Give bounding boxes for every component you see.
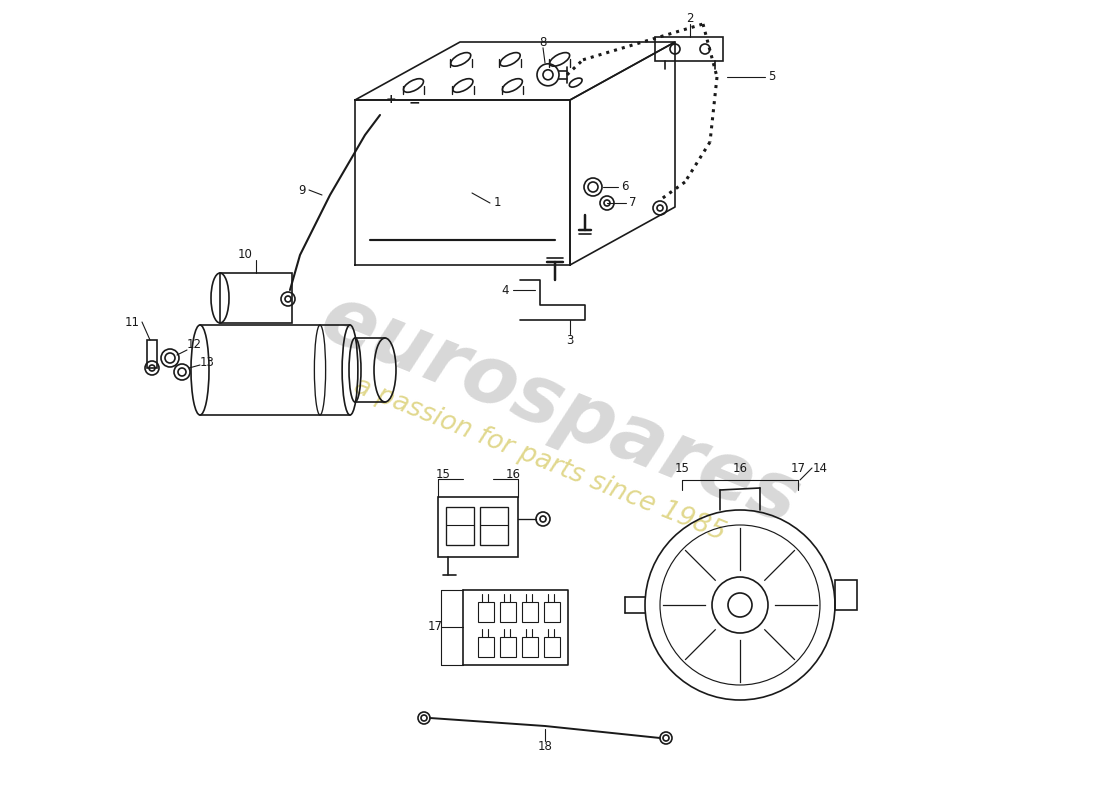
Bar [438, 497, 518, 557]
Bar [654, 37, 723, 61]
Bar [544, 637, 560, 657]
Bar [446, 507, 474, 545]
Text: −: − [408, 95, 420, 110]
Bar [522, 602, 538, 622]
Bar [478, 602, 494, 622]
Bar [544, 602, 560, 622]
Text: 15: 15 [674, 462, 690, 474]
Text: +: + [385, 93, 396, 106]
Bar [220, 273, 292, 323]
Bar [835, 580, 857, 610]
Text: 1: 1 [493, 197, 500, 210]
Text: 18: 18 [538, 739, 552, 753]
Text: a passion for parts since 1985: a passion for parts since 1985 [351, 374, 729, 546]
Text: 16: 16 [506, 469, 520, 482]
Text: 8: 8 [539, 36, 547, 50]
Text: 4: 4 [502, 283, 508, 297]
Text: 17: 17 [428, 621, 442, 634]
Text: 10: 10 [238, 249, 252, 262]
Text: 9: 9 [298, 183, 306, 197]
Bar [500, 637, 516, 657]
Bar [147, 340, 157, 368]
Text: 17: 17 [791, 462, 805, 474]
Text: 7: 7 [629, 197, 637, 210]
Bar [500, 602, 516, 622]
Bar [478, 637, 494, 657]
Text: 5: 5 [768, 70, 776, 83]
Text: 3: 3 [566, 334, 574, 346]
Bar [522, 637, 538, 657]
Text: 12: 12 [187, 338, 201, 351]
Text: 6: 6 [621, 181, 629, 194]
Text: 14: 14 [813, 462, 827, 474]
Text: 16: 16 [733, 462, 748, 474]
Text: 2: 2 [686, 13, 694, 26]
Text: eurospares: eurospares [309, 278, 811, 542]
Bar [480, 507, 508, 545]
Text: 15: 15 [436, 469, 450, 482]
Text: 13: 13 [199, 355, 214, 369]
Text: 11: 11 [124, 315, 140, 329]
